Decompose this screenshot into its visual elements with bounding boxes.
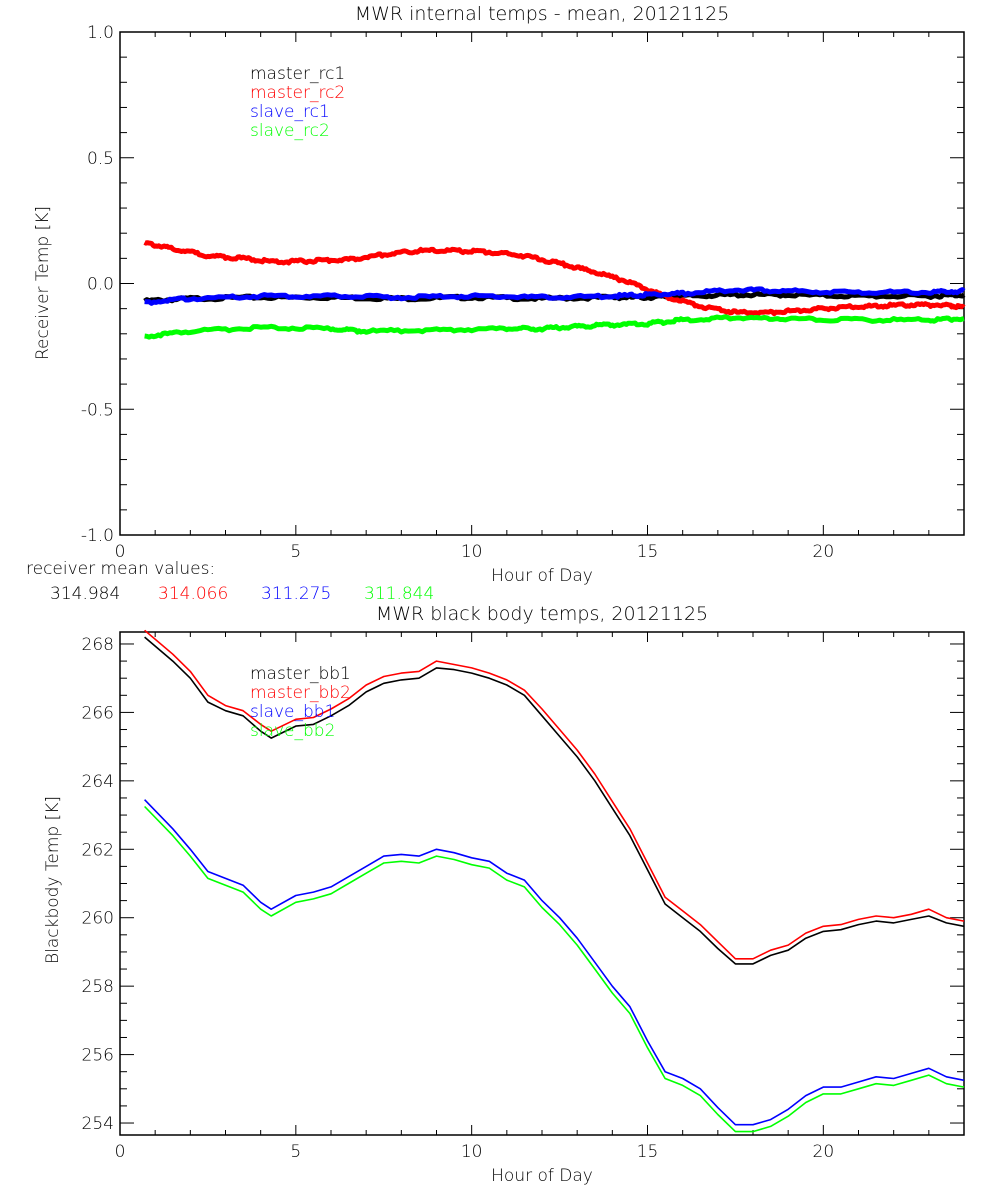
legend-entry-slave_bb2: slave_bb2 <box>250 721 335 741</box>
legend-entry-master_rc1: master_rc1 <box>250 64 345 84</box>
legend-entry-master_bb2: master_bb2 <box>250 683 351 703</box>
mean-value-slave_rc2: 311.844 <box>364 584 434 604</box>
x-axis-ticks: 0 5 10 15 20 <box>115 632 965 1162</box>
x-tick-label: 20 <box>813 1142 835 1162</box>
x-tick-label: 15 <box>637 542 659 562</box>
series-line-slave_rc2 <box>144 314 965 340</box>
x-tick-label: 5 <box>290 1142 301 1162</box>
y-axis-label: Receiver Temp [K] <box>33 206 53 360</box>
mean-value-slave_rc1: 311.275 <box>261 584 331 604</box>
x-tick-label: 0 <box>115 1142 126 1162</box>
series-line-slave_bb1 <box>144 799 965 1126</box>
y-tick-label: 254 <box>82 1114 114 1134</box>
plot-frame <box>119 631 965 1136</box>
legend-entry-master_rc2: master_rc2 <box>250 83 345 103</box>
series-line-master_bb1 <box>144 636 965 965</box>
mean-value-master_rc2: 314.066 <box>158 584 228 604</box>
y-axis-ticks: -1.0 -0.5 0.0 0.5 1.0 <box>81 23 964 546</box>
y-tick-label: 1.0 <box>87 23 114 43</box>
blackbody-temp-chart: MWR black body temps, 20121125 0 5 10 15 20 … <box>43 603 965 1186</box>
series-lines <box>144 629 965 1133</box>
x-axis-label: Hour of Day <box>491 1166 593 1186</box>
legend-entry-master_bb1: master_bb1 <box>250 664 351 684</box>
y-axis-label: Blackbody Temp [K] <box>43 796 63 964</box>
y-tick-label: 262 <box>82 840 114 860</box>
y-tick-label: -0.5 <box>81 400 114 420</box>
series-line-slave_rc1 <box>144 286 966 306</box>
plot-frame <box>119 31 965 536</box>
series-lines <box>143 240 966 340</box>
y-tick-label: 260 <box>82 909 114 929</box>
series-line-master_bb2 <box>144 629 965 960</box>
x-tick-label: 20 <box>813 542 835 562</box>
y-tick-label: 258 <box>82 977 114 997</box>
x-tick-label: 10 <box>461 1142 483 1162</box>
mean-values-label: receiver mean values: <box>26 559 215 579</box>
x-tick-label: 5 <box>290 542 301 562</box>
y-tick-label: 264 <box>82 772 114 792</box>
mean-value-master_rc1: 314.984 <box>50 584 120 604</box>
chart-title: MWR internal temps - mean, 20121125 <box>355 3 730 25</box>
x-axis-label: Hour of Day <box>491 566 593 586</box>
receiver-temp-chart: MWR internal temps - mean, 20121125 0 5 10… <box>26 3 966 604</box>
x-tick-label: 15 <box>637 1142 659 1162</box>
legend-entry-slave_rc1: slave_rc1 <box>250 102 330 122</box>
series-line-slave_bb2 <box>144 805 965 1133</box>
mean-values: 314.984 314.066 311.275 311.844 <box>50 584 434 604</box>
x-tick-label: 10 <box>461 542 483 562</box>
y-tick-label: 268 <box>82 635 114 655</box>
y-tick-label: 0.5 <box>87 149 114 169</box>
legend-entry-slave_bb1: slave_bb1 <box>250 702 335 722</box>
y-tick-label: 256 <box>82 1046 114 1066</box>
x-tick-label: 0 <box>115 542 126 562</box>
legend-entry-slave_rc2: slave_rc2 <box>250 121 330 141</box>
series-line-master_rc2 <box>143 240 966 317</box>
y-axis-ticks: 254 256 258 260 262 264 266 268 <box>82 635 964 1134</box>
chart-title: MWR black body temps, 20121125 <box>376 603 708 625</box>
y-tick-label: 266 <box>82 703 114 723</box>
y-tick-label: 0.0 <box>87 275 114 295</box>
y-tick-label: -1.0 <box>81 526 114 546</box>
x-axis-ticks: 0 5 10 15 20 <box>115 32 965 562</box>
